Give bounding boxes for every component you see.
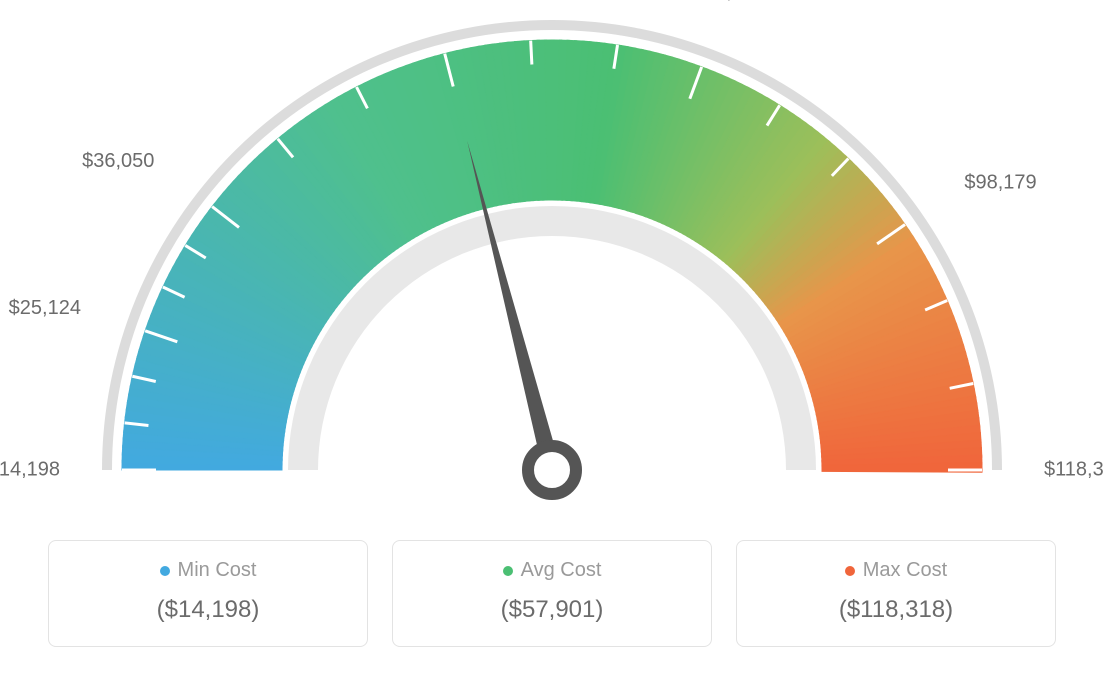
legend-dot-max <box>845 566 855 576</box>
legend-label-row-min: Min Cost <box>59 559 357 582</box>
gauge-label: $14,198 <box>0 458 60 480</box>
gauge-label: $98,179 <box>964 172 1036 194</box>
gauge-label: $118,318 <box>1044 458 1104 480</box>
legend-box-max: Max Cost ($118,318) <box>736 540 1056 647</box>
legend-label-min: Min Cost <box>178 559 257 582</box>
gauge-svg: $14,198$25,124$36,050$57,901$78,040$98,1… <box>0 0 1104 520</box>
legend-label-max: Max Cost <box>863 559 947 582</box>
gauge-label: $25,124 <box>9 297 81 319</box>
legend-label-avg: Avg Cost <box>521 559 602 582</box>
gauge-arc <box>122 40 982 472</box>
legend-value-avg: ($57,901) <box>403 596 701 624</box>
legend-dot-avg <box>503 566 513 576</box>
gauge-hub <box>528 446 576 494</box>
gauge-label: $78,040 <box>693 0 765 3</box>
legend-label-row-max: Max Cost <box>747 559 1045 582</box>
legend-label-row-avg: Avg Cost <box>403 559 701 582</box>
gauge-chart: $14,198$25,124$36,050$57,901$78,040$98,1… <box>0 0 1104 520</box>
legend-value-max: ($118,318) <box>747 596 1045 624</box>
gauge-label: $36,050 <box>82 150 154 172</box>
legend-box-avg: Avg Cost ($57,901) <box>392 540 712 647</box>
legend-row: Min Cost ($14,198) Avg Cost ($57,901) Ma… <box>0 540 1104 647</box>
legend-dot-min <box>160 566 170 576</box>
legend-value-min: ($14,198) <box>59 596 357 624</box>
legend-box-min: Min Cost ($14,198) <box>48 540 368 647</box>
